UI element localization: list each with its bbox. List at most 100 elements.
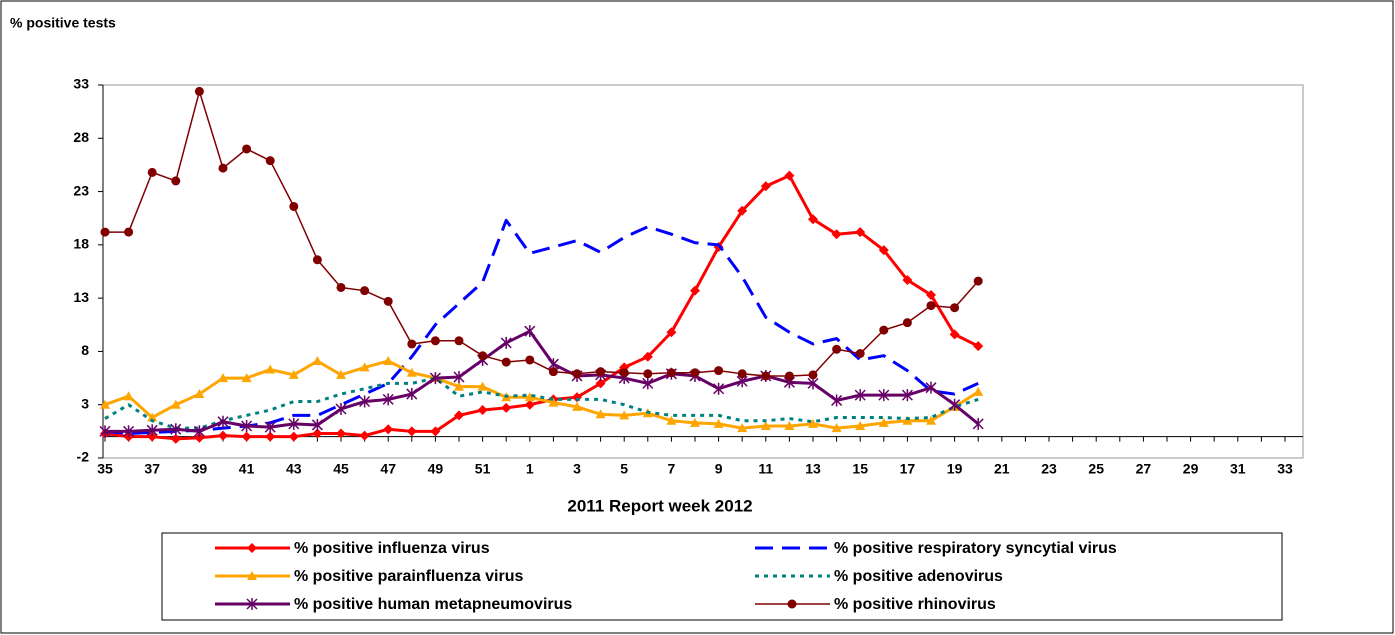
- x-tick-label: 37: [144, 461, 160, 477]
- marker: [524, 325, 536, 338]
- y-tick-label: 13: [73, 289, 89, 305]
- marker: [666, 415, 677, 425]
- marker: [926, 301, 936, 311]
- x-tick-label: 15: [852, 461, 868, 477]
- y-tick-label: 23: [73, 182, 89, 198]
- marker: [171, 176, 181, 186]
- marker: [713, 382, 725, 395]
- marker: [619, 410, 630, 420]
- marker: [713, 418, 724, 428]
- marker: [787, 599, 797, 609]
- series-line: [104, 359, 980, 430]
- marker: [99, 425, 111, 438]
- x-tick-label: 39: [192, 461, 208, 477]
- marker: [808, 418, 818, 428]
- marker: [619, 368, 629, 378]
- marker: [501, 357, 511, 367]
- marker: [714, 366, 724, 376]
- x-tick-label: 35: [97, 461, 113, 477]
- marker: [288, 431, 299, 442]
- marker: [878, 389, 890, 402]
- x-tick-label: 31: [1230, 461, 1246, 477]
- marker: [761, 371, 771, 381]
- marker: [407, 339, 417, 349]
- legend-label: % positive rhinovirus: [834, 596, 996, 613]
- marker: [147, 412, 158, 422]
- marker: [548, 397, 559, 407]
- x-tick-label: 23: [1041, 461, 1057, 477]
- marker: [572, 369, 582, 379]
- x-tick-label: 47: [380, 461, 396, 477]
- marker: [146, 424, 158, 437]
- marker: [666, 327, 677, 338]
- marker: [265, 156, 275, 166]
- marker: [666, 368, 676, 378]
- series-line: [104, 376, 979, 430]
- marker: [595, 409, 606, 419]
- marker: [760, 181, 771, 192]
- marker: [690, 285, 700, 296]
- marker: [406, 426, 417, 437]
- marker: [193, 425, 205, 438]
- marker: [572, 401, 582, 411]
- marker: [642, 351, 653, 362]
- marker: [855, 421, 866, 431]
- marker: [902, 318, 912, 328]
- marker: [524, 399, 535, 410]
- marker: [926, 415, 936, 425]
- marker: [218, 163, 228, 173]
- marker: [973, 276, 983, 286]
- x-tick-label: 9: [715, 461, 723, 477]
- marker: [926, 289, 936, 300]
- marker: [453, 371, 465, 384]
- marker: [194, 86, 204, 96]
- marker: [808, 370, 818, 380]
- marker: [477, 405, 488, 416]
- marker: [359, 362, 370, 372]
- y-tick-label: 8: [81, 342, 89, 358]
- x-tick-label: 21: [994, 461, 1010, 477]
- marker: [642, 377, 654, 390]
- marker: [477, 381, 488, 391]
- marker: [478, 351, 488, 361]
- marker: [925, 381, 937, 394]
- marker: [336, 369, 346, 379]
- marker: [242, 144, 252, 154]
- marker: [312, 428, 323, 439]
- marker: [311, 418, 323, 431]
- marker: [241, 420, 253, 433]
- x-tick-label: 25: [1088, 461, 1104, 477]
- marker: [265, 364, 276, 374]
- marker: [170, 433, 181, 444]
- legend-label: % positive respiratory syncytial virus: [834, 540, 1117, 557]
- marker: [784, 371, 794, 381]
- y-tick-label: 28: [73, 129, 89, 145]
- marker: [643, 369, 653, 379]
- marker: [878, 245, 889, 256]
- marker: [831, 394, 843, 407]
- marker: [879, 325, 889, 335]
- legend-box: [161, 532, 1283, 621]
- marker: [288, 417, 300, 430]
- marker: [247, 571, 257, 580]
- marker: [972, 417, 984, 430]
- marker: [123, 425, 135, 438]
- marker: [690, 417, 700, 427]
- marker: [901, 389, 913, 402]
- marker: [737, 369, 747, 379]
- marker: [383, 296, 393, 306]
- marker: [855, 227, 866, 238]
- marker: [430, 426, 441, 437]
- legend-label: % positive parainfluenza virus: [294, 568, 524, 585]
- x-tick-label: 5: [620, 461, 628, 477]
- marker: [854, 389, 866, 402]
- x-tick-label: 13: [805, 461, 821, 477]
- marker: [194, 389, 205, 399]
- marker: [454, 410, 464, 421]
- marker: [264, 421, 276, 434]
- marker: [383, 356, 394, 366]
- marker: [902, 415, 913, 425]
- marker: [878, 417, 889, 427]
- marker: [690, 368, 700, 378]
- marker: [737, 205, 748, 216]
